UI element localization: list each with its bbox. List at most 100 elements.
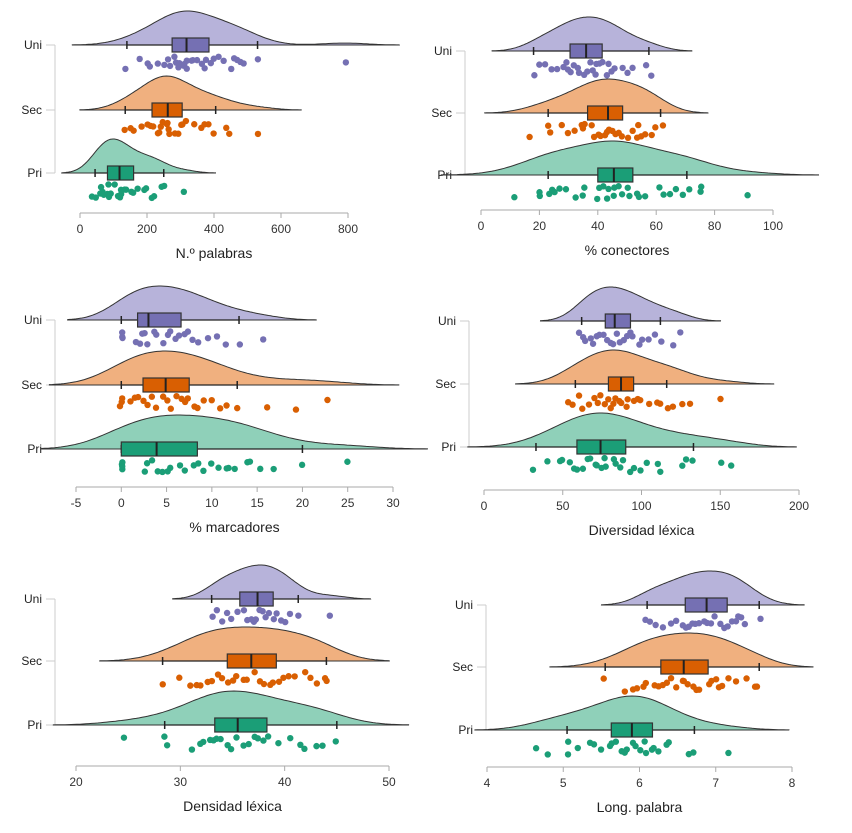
group-pri: Pri bbox=[441, 412, 797, 476]
data-point bbox=[551, 188, 558, 196]
x-axis-title: Diversidad léxica bbox=[589, 522, 695, 538]
data-point bbox=[657, 468, 664, 475]
data-point bbox=[679, 400, 686, 408]
data-point bbox=[695, 620, 703, 627]
data-point bbox=[629, 127, 636, 135]
group-pri: Pri bbox=[27, 138, 217, 202]
data-point bbox=[122, 186, 130, 193]
data-point bbox=[223, 465, 230, 472]
data-point bbox=[743, 675, 750, 682]
x-tick-label: 5 bbox=[163, 496, 170, 510]
data-point bbox=[344, 458, 351, 465]
data-point bbox=[656, 184, 663, 191]
data-point bbox=[603, 72, 611, 79]
data-point bbox=[215, 464, 222, 471]
data-point bbox=[564, 129, 572, 137]
data-point bbox=[130, 127, 137, 134]
data-point bbox=[712, 676, 720, 683]
data-point bbox=[183, 57, 191, 64]
data-point bbox=[140, 397, 147, 405]
data-point bbox=[226, 130, 233, 137]
data-point bbox=[587, 335, 595, 342]
x-tick-label: 20 bbox=[533, 219, 547, 233]
data-point bbox=[605, 396, 612, 403]
data-point bbox=[183, 65, 190, 72]
data-point bbox=[617, 464, 624, 471]
x-axis-title: Densidad léxica bbox=[183, 798, 282, 814]
data-point bbox=[313, 742, 320, 750]
data-point bbox=[209, 613, 216, 620]
data-point bbox=[695, 686, 703, 693]
data-point bbox=[652, 124, 659, 131]
data-point bbox=[599, 58, 606, 66]
data-point bbox=[564, 738, 572, 745]
data-point bbox=[234, 608, 241, 616]
data-point bbox=[672, 617, 680, 625]
data-point bbox=[167, 405, 175, 412]
data-point bbox=[148, 457, 156, 464]
data-point bbox=[547, 129, 554, 136]
x-axis-title: N.º palabras bbox=[176, 245, 253, 261]
data-point bbox=[597, 746, 605, 753]
data-point bbox=[117, 190, 125, 198]
data-point bbox=[119, 463, 126, 470]
data-point bbox=[564, 751, 572, 758]
data-point bbox=[621, 688, 629, 695]
data-point bbox=[184, 395, 192, 402]
group-uni: Uni bbox=[438, 286, 722, 349]
data-point bbox=[291, 673, 298, 680]
data-point bbox=[682, 456, 690, 463]
data-point bbox=[287, 734, 294, 742]
data-point bbox=[189, 336, 196, 344]
x-tick-label: 15 bbox=[250, 496, 264, 510]
data-point bbox=[611, 65, 618, 72]
group-label: Pri bbox=[458, 723, 473, 737]
data-point bbox=[164, 119, 171, 127]
data-point bbox=[717, 395, 724, 403]
data-point bbox=[531, 72, 538, 79]
data-point bbox=[213, 606, 221, 614]
group-sec: Sec bbox=[21, 75, 302, 138]
data-point bbox=[301, 745, 308, 753]
data-point bbox=[672, 185, 680, 193]
group-label: Sec bbox=[21, 654, 42, 668]
data-point bbox=[753, 683, 761, 690]
data-point bbox=[286, 610, 294, 618]
data-point bbox=[275, 739, 282, 747]
group-sec: Sec bbox=[452, 632, 814, 695]
data-point bbox=[615, 183, 622, 190]
data-point bbox=[619, 456, 627, 464]
data-point bbox=[259, 608, 266, 615]
data-point bbox=[208, 396, 215, 404]
group-label: Uni bbox=[24, 38, 42, 52]
data-point bbox=[240, 607, 248, 614]
data-point bbox=[142, 185, 150, 192]
data-point bbox=[536, 61, 543, 68]
x-tick-label: 150 bbox=[710, 499, 730, 513]
data-point bbox=[227, 745, 235, 753]
data-point bbox=[645, 336, 652, 343]
data-point bbox=[670, 342, 677, 349]
box-iqr bbox=[604, 313, 632, 329]
density-curve bbox=[491, 16, 693, 52]
x-tick-label: 50 bbox=[382, 775, 396, 789]
data-point bbox=[92, 194, 100, 201]
group-label: Uni bbox=[434, 44, 452, 58]
density-curve bbox=[48, 350, 400, 386]
x-tick-label: 0 bbox=[77, 222, 84, 236]
data-point bbox=[663, 679, 671, 686]
x-tick-label: 20 bbox=[296, 496, 310, 510]
group-label: Sec bbox=[435, 377, 456, 391]
data-point bbox=[727, 462, 735, 469]
data-point bbox=[642, 679, 650, 687]
data-point bbox=[624, 69, 631, 77]
data-point bbox=[260, 680, 268, 688]
x-axis-title: % marcadores bbox=[189, 519, 279, 535]
data-point bbox=[603, 195, 611, 202]
group-uni: Uni bbox=[24, 10, 400, 73]
group-label: Uni bbox=[24, 313, 42, 327]
data-point bbox=[585, 401, 593, 408]
data-point bbox=[548, 66, 555, 73]
data-point bbox=[732, 618, 740, 625]
density-curve bbox=[61, 138, 217, 174]
